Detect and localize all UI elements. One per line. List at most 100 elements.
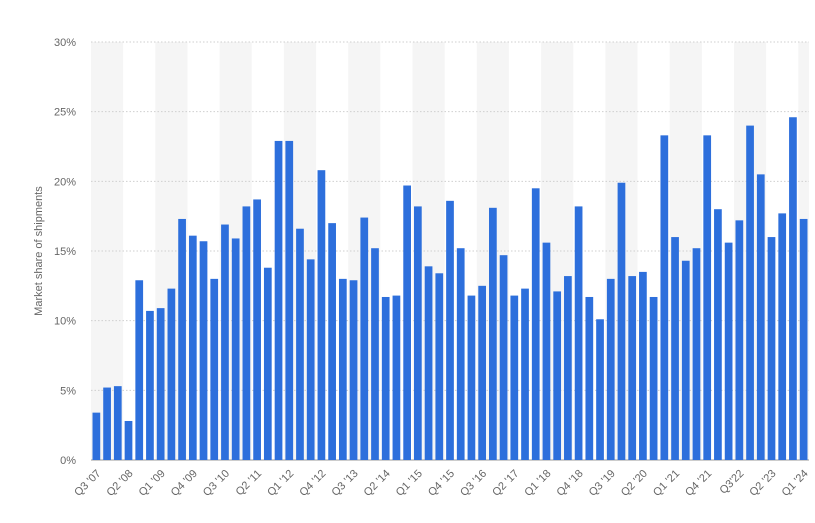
x-tick-label: Q3 '10 [201,468,232,499]
bar [649,296,658,460]
x-tick-label: Q3 '07 [72,468,103,499]
x-tick-label: Q4 '15 [426,468,457,499]
bar [542,242,551,460]
bar [489,207,497,460]
bar [403,185,411,460]
bar [767,237,776,460]
bar [628,276,637,460]
bar [789,117,797,461]
x-axis-ticks: Q3 '07 Q2 '08 Q1 '09 Q4 '09 Q3 '10 Q2 '11 Q1 '… [72,468,810,499]
bar [263,267,272,460]
x-tick-label: Q4 '12 [297,468,328,499]
y-tick-label: 0% [60,455,76,467]
bar [778,213,787,460]
y-tick-label: 5% [60,385,76,397]
bar [574,206,583,460]
x-tick-label: Q3 '13 [330,468,361,499]
bar [188,235,197,460]
bar [253,199,261,460]
x-tick-label: Q1 '18 [522,468,553,499]
bar [639,271,647,460]
bar [328,223,336,460]
bar [456,248,465,460]
y-tick-label: 15% [54,246,76,258]
x-tick-label: Q1 '09 [137,468,168,499]
bar [585,296,594,460]
bar [167,288,176,460]
y-axis-title: Market share of shipments [33,186,45,316]
bar [671,237,679,460]
bar [756,174,765,460]
x-tick-label: Q2 '08 [104,468,135,499]
bar [531,188,540,461]
x-tick-label: Q3 '16 [458,468,489,499]
bar [692,248,701,460]
x-tick-label: Q1 '24 [780,468,811,499]
bar [799,218,808,460]
bar [274,140,283,460]
bar [660,135,669,460]
x-tick-label: Q2 '20 [619,468,650,499]
bar [285,140,294,460]
bar [446,200,454,460]
bar [413,206,422,460]
y-tick-label: 20% [54,176,76,188]
bar [724,242,733,460]
y-tick-label: 10% [54,316,76,328]
bar [617,182,626,461]
bar [113,386,122,460]
x-tick-label: Q1 '12 [265,468,296,499]
bar [478,285,487,460]
y-tick-label: 25% [54,107,76,119]
bar [564,276,572,460]
bar [467,295,476,460]
y-axis-ticks: 0% 5% 10% 15% 20% 25% 30% [54,37,76,467]
bar [317,170,326,460]
bar [221,224,229,460]
bar [596,319,604,460]
x-tick-label: Q2 '14 [362,468,393,499]
bar [499,255,508,460]
bar [435,273,444,460]
bar [360,217,369,460]
x-tick-label: Q4 '21 [683,468,714,499]
bar [510,295,519,460]
bar [371,248,379,460]
bar [210,278,219,460]
x-tick-label: Q1 '21 [651,468,682,499]
bar [553,291,562,460]
bar [521,288,529,460]
bar [242,206,251,460]
x-tick-label: Q2 '17 [490,468,521,499]
x-tick-label: Q4 '18 [555,468,586,499]
bar [178,218,186,460]
bar [681,260,690,460]
bar [381,296,390,460]
bar [156,308,165,460]
x-tick-label: Q2 '23 [747,468,778,499]
bar [135,280,144,460]
bar [146,310,154,460]
bar [703,135,712,460]
bar [296,228,304,460]
bar [349,280,358,460]
bar [124,420,133,460]
bar [746,125,754,460]
bar [424,266,433,460]
bar [606,278,615,460]
bar [92,412,101,460]
bar [103,387,111,460]
bar [338,278,347,460]
x-tick-label: Q2 '11 [234,468,265,499]
x-tick-label: Q1 '15 [394,468,425,499]
x-tick-label: Q3'22 [717,468,746,497]
x-tick-label: Q3 '19 [587,468,618,499]
x-tick-label: Q4 '09 [169,468,200,499]
bar [392,295,401,460]
bars [92,117,808,461]
bar [306,259,315,460]
y-tick-label: 30% [54,37,76,49]
bar [199,241,208,460]
bar [714,209,722,460]
